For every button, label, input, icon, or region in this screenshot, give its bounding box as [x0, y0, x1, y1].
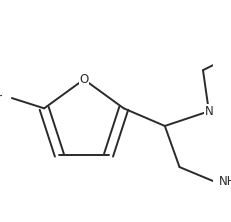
Text: Br: Br — [0, 91, 3, 105]
Text: NH₂: NH₂ — [219, 175, 231, 188]
Text: N: N — [204, 105, 213, 118]
Text: O: O — [79, 73, 88, 86]
